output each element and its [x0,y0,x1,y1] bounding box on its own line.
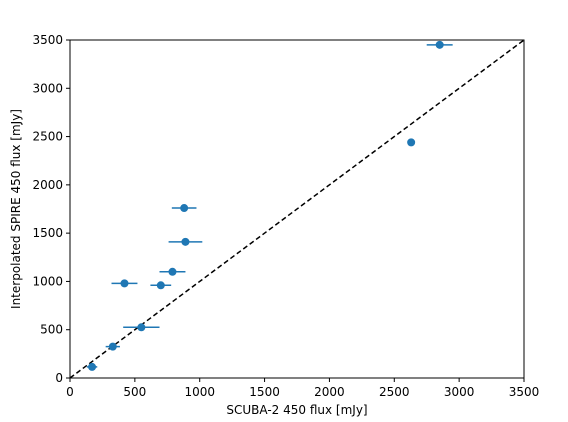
data-point [168,267,177,276]
data-point [407,138,416,147]
x-axis: 0 500 1000 1500 2000 2500 3000 3500 [66,378,539,399]
plot-area [69,39,525,379]
x-tick-label: 0 [66,385,74,399]
x-tick-label: 1000 [184,385,215,399]
data-point [88,362,97,371]
y-tick-label: 2500 [32,130,63,144]
x-tick-label: 1500 [249,385,280,399]
data-point [108,342,117,351]
x-tick-label: 3000 [444,385,475,399]
data-point [156,281,165,290]
x-tick-label: 2000 [314,385,345,399]
y-tick-label: 2000 [32,178,63,192]
y-tick-label: 0 [55,371,63,385]
y-axis: 0 500 1000 1500 2000 2500 3000 3500 [32,33,70,385]
data-point [120,279,129,288]
y-tick-label: 3500 [32,33,63,47]
x-tick-label: 2500 [379,385,410,399]
y-tick-label: 1000 [32,274,63,288]
x-tick-label: 3500 [509,385,540,399]
x-tick-label: 500 [123,385,146,399]
data-point [137,323,146,332]
y-axis-label: Interpolated SPIRE 450 flux [mJy] [9,109,23,309]
y-tick-label: 500 [40,323,63,337]
y-tick-label: 3000 [32,81,63,95]
x-axis-label: SCUBA-2 450 flux [mJy] [226,403,367,417]
plot-frame [69,39,525,379]
data-point [435,40,444,49]
data-point [181,237,190,246]
one-to-one-reference-line [69,39,525,379]
data-point [180,204,189,213]
y-tick-label: 1500 [32,226,63,240]
